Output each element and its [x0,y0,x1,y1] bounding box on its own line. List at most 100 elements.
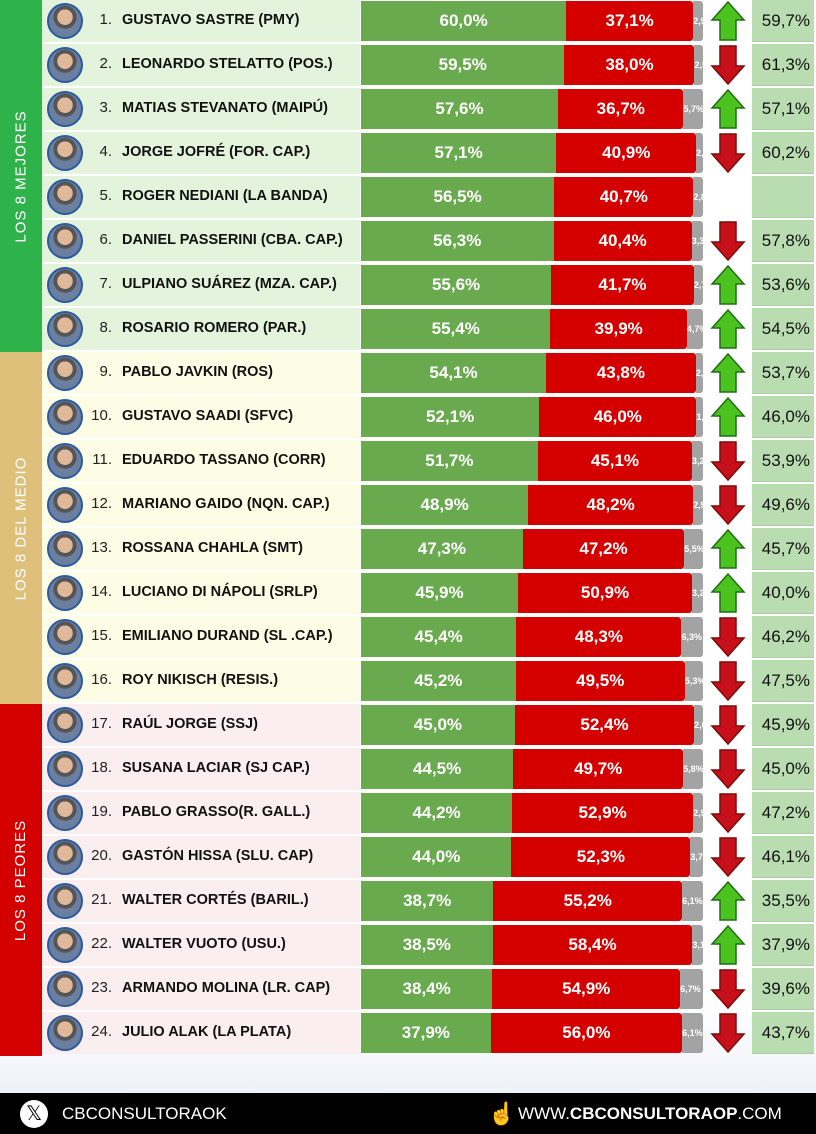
previous-value: 45,9% [752,704,814,746]
mayor-name: ROGER NEDIANI (LA BANDA) [122,188,328,204]
stacked-bar: 59,5% 38,0% 2,5% [361,45,703,85]
table-row: 24. JULIO ALAK (LA PLATA) 37,9% 56,0% 6,… [42,1012,816,1054]
rank: 3. [99,99,112,116]
stacked-bar: 56,5% 40,7% 2,8% [361,177,703,217]
stacked-bar: 57,1% 40,9% 2,0% [361,133,703,173]
mayor-name: ROY NIKISCH (RESIS.) [122,672,279,688]
row-background [42,968,360,1010]
previous-value: 53,6% [752,264,814,306]
previous-value: 37,9% [752,924,814,966]
disapprove-bar: 45,1% [537,441,693,481]
approve-bar: 51,7% [361,441,538,481]
previous-value: 53,9% [752,440,814,482]
avatar [47,663,83,699]
avatar [47,399,83,435]
approve-bar: 45,9% [361,573,518,613]
avatar [47,1015,83,1051]
row-background [42,792,360,834]
rank: 22. [91,935,112,952]
mayor-name: ULPIANO SUÁREZ (MZA. CAP.) [122,276,337,292]
previous-value: 57,1% [752,88,814,130]
mayor-name: SUSANA LACIAR (SJ CAP.) [122,760,310,776]
previous-value: 46,1% [752,836,814,878]
previous-value: 45,7% [752,528,814,570]
previous-value: 39,6% [752,968,814,1010]
row-background [42,352,360,394]
stacked-bar: 60,0% 37,1% 2,9% [361,1,703,41]
group-label: LOS 8 PEORES [12,819,30,941]
row-background [42,484,360,526]
approve-bar: 57,1% [361,133,557,173]
web-domain: CBCONSULTORAOP [569,1103,738,1123]
rank: 23. [91,979,112,996]
rank: 20. [91,847,112,864]
stacked-bar: 55,6% 41,7% 2,7% [361,265,703,305]
avatar [47,707,83,743]
row-background [42,220,360,262]
arrow-up-icon [710,0,746,41]
web-prefix: WWW. [518,1103,570,1123]
rank: 8. [99,319,112,336]
disapprove-bar: 52,4% [514,705,695,745]
previous-value: 57,8% [752,220,814,262]
arrow-down-icon [710,1013,746,1054]
mayor-name: GUSTAVO SAADI (SFVC) [122,408,294,424]
avatar [47,883,83,919]
avatar [47,443,83,479]
nsnc-bar: 3,1% [692,925,703,965]
stacked-bar: 57,6% 36,7% 5,7% [361,89,703,129]
approve-bar: 48,9% [361,485,529,525]
disapprove-bar: 55,2% [493,881,683,921]
table-row: 7. ULPIANO SUÁREZ (MZA. CAP.) 55,6% 41,7… [42,264,816,306]
arrow-down-icon [710,837,746,878]
nsnc-bar: 2,7% [693,265,703,305]
disapprove-bar: 52,9% [512,793,694,833]
mayor-name: MARIANO GAIDO (NQN. CAP.) [122,496,330,512]
disapprove-bar: 48,2% [528,485,694,525]
rank: 9. [99,363,112,380]
rank: 4. [99,143,112,160]
nsnc-bar: 1,9% [696,397,703,437]
approve-bar: 37,9% [361,1013,491,1053]
disapprove-bar: 56,0% [490,1013,683,1053]
approve-bar: 44,0% [361,837,512,877]
nsnc-bar: 3,2% [692,441,703,481]
disapprove-bar: 47,2% [522,529,685,569]
mayor-name: EMILIANO DURAND (SL .CAP.) [122,628,333,644]
website-link[interactable]: WWW.CBCONSULTORAOP.COM [518,1104,782,1124]
nsnc-bar: 2,0% [696,133,703,173]
arrow-down-icon [710,969,746,1010]
arrow-down-icon [710,133,746,174]
previous-value: 45,0% [752,748,814,790]
previous-value: 60,2% [752,132,814,174]
avatar [47,311,83,347]
arrow-up-icon [710,396,746,437]
table-row: 20. GASTÓN HISSA (SLU. CAP) 44,0% 52,3% … [42,836,816,878]
row-background [42,748,360,790]
x-logo-icon: 𝕏 [20,1099,48,1128]
nsnc-bar: 2,5% [694,45,703,85]
row-background [42,308,360,350]
stacked-bar: 52,1% 46,0% 1,9% [361,397,703,437]
table-row: 9. PABLO JAVKIN (ROS) 54,1% 43,8% 2,1% 5… [42,352,816,394]
group-band: LOS 8 MEJORES [0,0,42,352]
approve-bar: 45,4% [361,617,517,657]
mayor-name: JULIO ALAK (LA PLATA) [122,1024,292,1040]
nsnc-bar: 6,7% [680,969,703,1009]
social-handle: CBCONSULTORAOK [62,1103,227,1123]
avatar [47,3,83,39]
approve-bar: 59,5% [361,45,565,85]
avatar [47,575,83,611]
rank: 19. [91,803,112,820]
avatar [47,795,83,831]
row-background [42,132,360,174]
rank: 16. [91,671,112,688]
avatar [47,267,83,303]
arrow-up-icon [710,880,746,921]
approve-bar: 45,0% [361,705,515,745]
disapprove-bar: 38,0% [564,45,695,85]
previous-value: 43,7% [752,1012,814,1054]
row-background [42,836,360,878]
stacked-bar: 55,4% 39,9% 4,7% [361,309,703,349]
mayor-name: WALTER CORTÉS (BARIL.) [122,892,309,908]
